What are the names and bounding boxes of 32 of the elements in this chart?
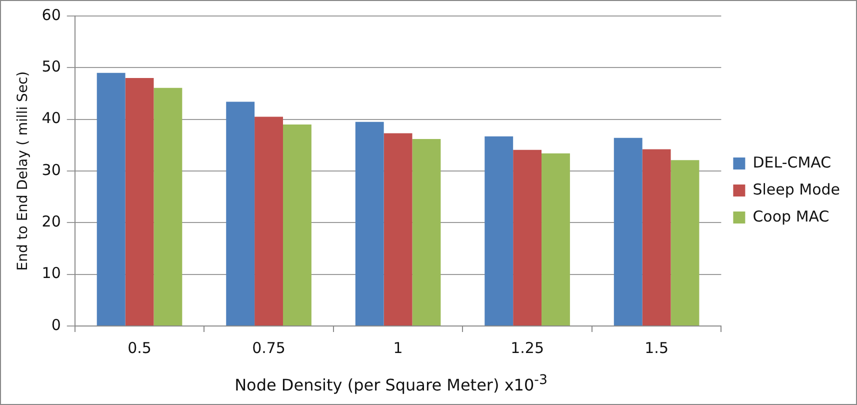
bar <box>513 150 542 326</box>
bar <box>283 124 312 326</box>
bar <box>154 88 182 326</box>
x-tick-label: 0.5 <box>128 338 152 357</box>
x-tick-label: 1.5 <box>644 338 668 357</box>
x-tick-label: 0.75 <box>252 338 286 357</box>
x-tick-label: 1 <box>393 338 403 357</box>
y-tick-label: 0 <box>51 316 61 334</box>
x-axis-title: Node Density (per Square Meter) x10$^{-3}$ <box>234 373 548 394</box>
bar <box>412 138 441 326</box>
bar <box>254 116 283 326</box>
legend-label: Coop MAC <box>752 207 830 226</box>
bar <box>484 136 514 326</box>
legend-label: DEL-CMAC <box>752 153 832 172</box>
y-tick-label: 40 <box>42 109 61 128</box>
bar <box>670 160 700 326</box>
x-tick-label: 1.25 <box>510 338 544 357</box>
y-tick-label: 60 <box>42 6 61 24</box>
bar <box>96 72 126 326</box>
y-axis-title: End to End Delay ( milli Sec) <box>15 71 32 271</box>
bar <box>384 133 412 326</box>
bar <box>226 102 255 326</box>
y-tick-label: 10 <box>42 264 61 282</box>
bar <box>542 153 570 326</box>
y-tick-label: 20 <box>42 212 61 231</box>
bar <box>355 122 384 326</box>
bar <box>642 149 671 326</box>
bar <box>125 78 154 326</box>
bar <box>614 138 642 326</box>
y-tick-label: 50 <box>42 58 61 76</box>
legend-label: Sleep Mode <box>752 180 840 198</box>
y-tick-label: 30 <box>42 160 61 179</box>
